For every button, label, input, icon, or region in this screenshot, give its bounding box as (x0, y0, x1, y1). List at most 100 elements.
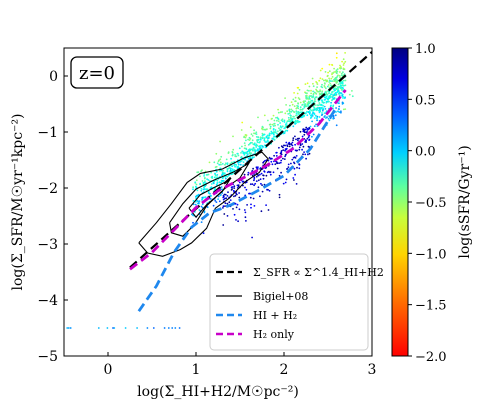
scatter-point (282, 182, 285, 185)
scatter-point (214, 199, 217, 202)
scatter-point (316, 108, 319, 111)
scatter-point (275, 116, 277, 119)
scatter-point (213, 161, 216, 164)
scatter-point (247, 143, 250, 146)
scatter-point (221, 177, 224, 180)
scatter-point (203, 173, 206, 175)
y-tick-label: −5 (37, 349, 58, 365)
scatter-point (240, 129, 243, 131)
scatter-point (290, 101, 293, 103)
scatter-point (198, 200, 201, 203)
scatter-point (268, 123, 271, 126)
colorbar-ticks: −2.0 −1.5 −1.0 −0.5 0.0 0.5 1.0 (408, 42, 447, 365)
scatter-point (198, 202, 200, 204)
scatter-point (257, 149, 259, 152)
scatter-point (261, 137, 264, 140)
scatter-point (296, 166, 298, 169)
scatter-point (255, 136, 258, 138)
scatter-point (249, 183, 252, 186)
scatter-point (331, 76, 334, 78)
scatter-point (239, 163, 242, 166)
kennicutt-line (129, 51, 372, 269)
scatter-point (231, 186, 234, 188)
scatter-point (266, 128, 268, 131)
scatter-point (336, 80, 339, 83)
scatter-point (333, 88, 335, 91)
scatter-point (340, 88, 343, 91)
scatter-point (328, 77, 330, 80)
scatter-point (251, 157, 254, 159)
scatter-point (124, 327, 127, 329)
scatter-point (306, 82, 309, 85)
scatter-point (339, 64, 341, 67)
scatter-point (344, 79, 347, 82)
scatter-point (311, 100, 314, 102)
scatter-point (334, 94, 337, 97)
scatter-point (291, 103, 294, 106)
scatter-point (316, 115, 319, 118)
scatter-point (272, 114, 275, 117)
scatter-point (340, 110, 342, 113)
scatter-point (314, 115, 317, 117)
scatter-point (294, 96, 297, 99)
scatter-point (340, 72, 343, 75)
scatter-point (321, 112, 323, 114)
scatter-point (257, 179, 260, 182)
scatter-point (207, 192, 210, 194)
scatter-point (331, 95, 334, 98)
scatter-point (331, 73, 333, 76)
scatter-point (247, 171, 250, 174)
scatter-point (224, 177, 227, 180)
scatter-point (264, 159, 266, 162)
scatter-point (295, 114, 297, 117)
scatter-point (251, 236, 254, 239)
scatter-point (252, 147, 255, 149)
scatter-point (251, 141, 253, 144)
scatter-point (293, 92, 295, 94)
scatter-point (221, 174, 223, 177)
scatter-point (226, 202, 229, 205)
scatter-point (174, 327, 177, 329)
scatter-point (283, 121, 286, 123)
scatter-point (231, 188, 234, 190)
scatter-point (238, 208, 241, 211)
scatter-point (231, 161, 234, 164)
scatter-point (66, 327, 69, 329)
scatter-point (308, 97, 311, 99)
scatter-point (328, 100, 330, 103)
scatter-point (260, 182, 262, 185)
scatter-point (309, 125, 312, 128)
scatter-point (296, 106, 299, 109)
scatter-point (292, 110, 295, 113)
scatter-point (324, 115, 326, 117)
scatter-point (297, 121, 299, 124)
scatter-point (336, 90, 339, 93)
scatter-point (276, 132, 278, 135)
scatter-point (342, 108, 345, 111)
scatter-point (312, 93, 315, 96)
scatter-point (329, 95, 332, 97)
scatter-point (209, 198, 212, 200)
scatter-point (298, 120, 301, 123)
scatter-point (304, 103, 306, 106)
scatter-point (299, 106, 302, 109)
scatter-point (204, 185, 207, 187)
scatter-point (267, 134, 269, 137)
scatter-point (260, 210, 263, 213)
scatter-point (312, 105, 315, 108)
scatter-point (262, 161, 264, 164)
scatter-point (308, 152, 311, 155)
scatter-point (294, 149, 297, 152)
scatter-point (340, 92, 343, 95)
scatter-point (320, 114, 323, 116)
scatter-point (263, 137, 266, 140)
scatter-point (234, 154, 237, 156)
scatter-point (312, 82, 314, 85)
model-lines (129, 51, 372, 313)
scatter-point (241, 150, 244, 153)
scatter-point (325, 95, 328, 98)
scatter-point (200, 188, 203, 190)
scatter-point (245, 188, 248, 191)
y-axis-label: log(Σ_SFR/M☉yr⁻¹kpc⁻²) (10, 113, 26, 290)
scatter-point (281, 120, 284, 123)
